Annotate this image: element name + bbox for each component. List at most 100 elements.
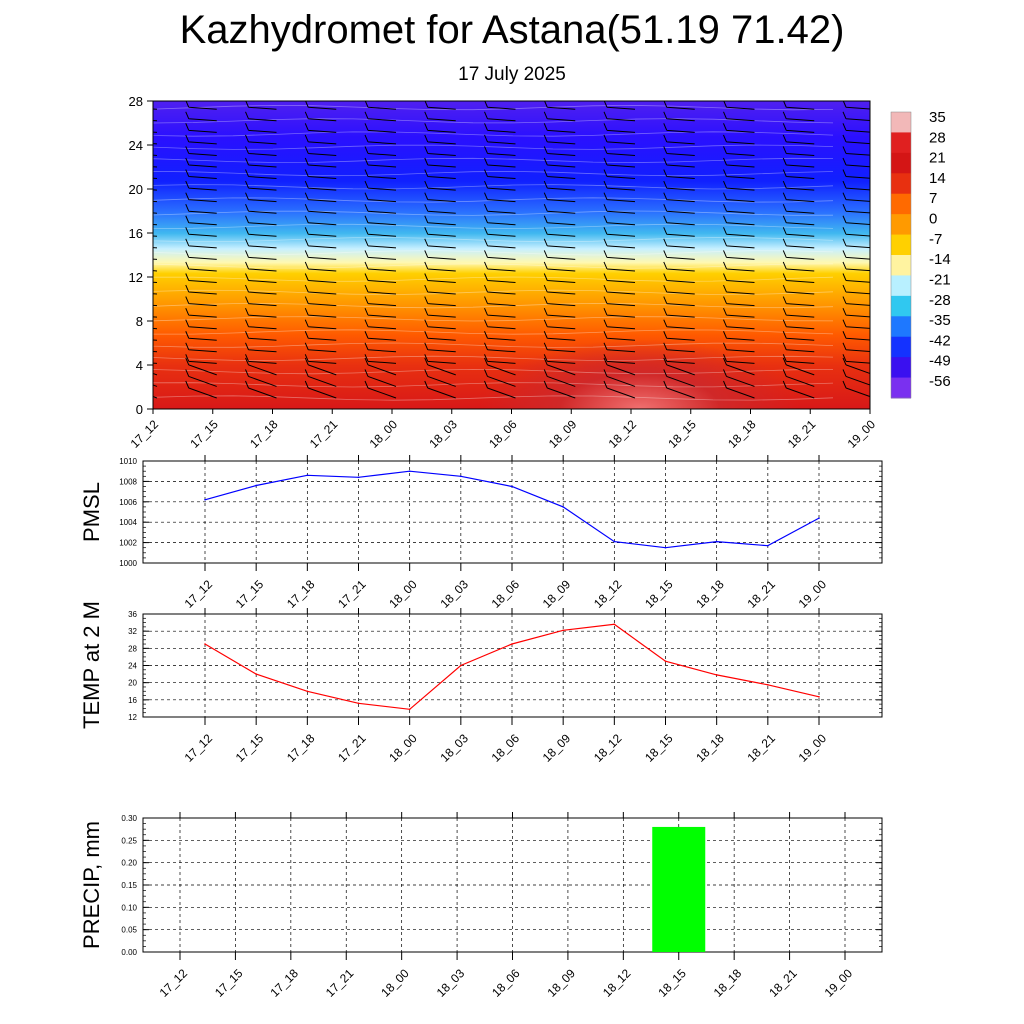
wind-barb <box>245 261 277 272</box>
colorbar-swatch <box>891 377 911 399</box>
wind-barb <box>153 131 158 133</box>
y-tick-label: 16 <box>128 696 137 705</box>
wind-barb <box>842 342 870 353</box>
x-tick-label: 17_15 <box>233 731 267 765</box>
contour-lines <box>153 104 834 401</box>
wind-barb <box>304 215 337 226</box>
wind-barb <box>782 157 815 168</box>
x-tick-label: 18_12 <box>591 577 625 611</box>
wind-barb <box>723 307 755 318</box>
wind-barb <box>484 369 516 387</box>
wind-barb <box>364 380 397 399</box>
data-point <box>204 498 206 501</box>
colorbar-label: 35 <box>929 109 946 126</box>
y-tick-label: 0.15 <box>121 881 137 890</box>
wind-barb <box>484 331 516 341</box>
wind-barb <box>424 261 456 272</box>
x-tick-label-heatmap: 17_12 <box>128 417 162 451</box>
wind-barb <box>185 238 217 249</box>
temperature-profile-panel: 0 4 8 12 16 20 24 28 17_12 17_15 17_18 17_21 18_00 18… <box>128 94 951 451</box>
wind-barb <box>842 319 870 329</box>
wind-barb <box>153 351 158 353</box>
colorbar-swatch <box>891 132 911 154</box>
wind-barb <box>543 227 576 237</box>
colorbar-label: -14 <box>929 251 951 268</box>
wind-barb <box>663 357 695 376</box>
wind-barb <box>723 369 755 387</box>
wind-barb <box>185 261 217 272</box>
wind-barb <box>723 250 755 260</box>
y-tick-label: 1000 <box>119 559 137 568</box>
wind-barb <box>304 180 337 191</box>
wind-barb <box>304 227 337 237</box>
contour-line <box>153 263 834 269</box>
wind-barb <box>245 169 277 180</box>
wind-barb <box>245 180 277 191</box>
wind-barb <box>364 261 397 272</box>
colorbar-label: 7 <box>929 190 937 207</box>
wind-barb <box>245 111 277 122</box>
x-tick-label: 17_21 <box>335 577 369 611</box>
wind-barb <box>364 354 397 364</box>
y-tick-label: 1002 <box>119 539 137 548</box>
wind-barb <box>663 180 695 191</box>
wind-barb <box>663 146 695 156</box>
wind-barb <box>663 284 695 295</box>
wind-barb <box>364 180 397 191</box>
wind-barb <box>663 227 695 237</box>
data-point <box>306 474 309 477</box>
wind-barb <box>543 111 576 122</box>
wind-barb <box>424 204 456 214</box>
wind-barb <box>304 307 337 318</box>
x-tick-label: 18_00 <box>378 966 412 1000</box>
wind-barb <box>424 319 456 330</box>
contour-line <box>153 184 834 190</box>
wind-barb <box>842 215 870 225</box>
wind-barb <box>603 331 636 341</box>
x-tick-label: 18_15 <box>642 731 676 765</box>
wind-barb <box>543 369 576 387</box>
colorbar-label: 0 <box>929 211 937 228</box>
x-tick-label-heatmap: 17_15 <box>187 417 221 451</box>
wind-barb <box>424 123 456 133</box>
wind-barb <box>484 169 516 180</box>
wind-barb <box>543 238 576 249</box>
wind-barb <box>543 284 576 295</box>
wind-barb <box>782 215 815 226</box>
wind-barbs <box>153 101 870 399</box>
wind-barb <box>842 369 870 386</box>
x-tick-label: 18_09 <box>540 577 574 611</box>
data-point <box>408 470 411 473</box>
x-tick-label: 18_00 <box>386 577 420 611</box>
y-tick-label: 12 <box>128 713 137 722</box>
wind-barb <box>364 296 397 307</box>
wind-barb <box>245 157 277 168</box>
wind-barb <box>364 273 397 283</box>
wind-barb <box>842 134 870 145</box>
wind-barb <box>842 111 870 122</box>
wind-barb <box>663 342 695 353</box>
data-point <box>357 702 360 705</box>
wind-barb <box>603 111 636 122</box>
colorbar-label: -28 <box>929 292 951 309</box>
data-point <box>767 684 769 686</box>
wind-barb <box>723 319 755 330</box>
wind-barb <box>484 284 516 295</box>
wind-barb <box>663 369 695 387</box>
wind-barb <box>245 273 277 283</box>
x-tick-label: 17_12 <box>182 731 216 765</box>
wind-barb <box>304 192 337 203</box>
wind-barb <box>364 227 397 237</box>
contour-line <box>153 289 834 296</box>
x-tick-label: 18_18 <box>711 966 745 1000</box>
wind-barb <box>663 111 695 122</box>
data-point <box>460 475 462 478</box>
wind-barb <box>424 307 456 318</box>
y-tick-label-heatmap: 20 <box>129 182 143 197</box>
wind-barb <box>185 380 217 399</box>
wind-barb <box>543 342 576 353</box>
heatmap-field <box>153 101 870 409</box>
contour-line <box>153 276 834 282</box>
wind-barb <box>842 273 870 283</box>
